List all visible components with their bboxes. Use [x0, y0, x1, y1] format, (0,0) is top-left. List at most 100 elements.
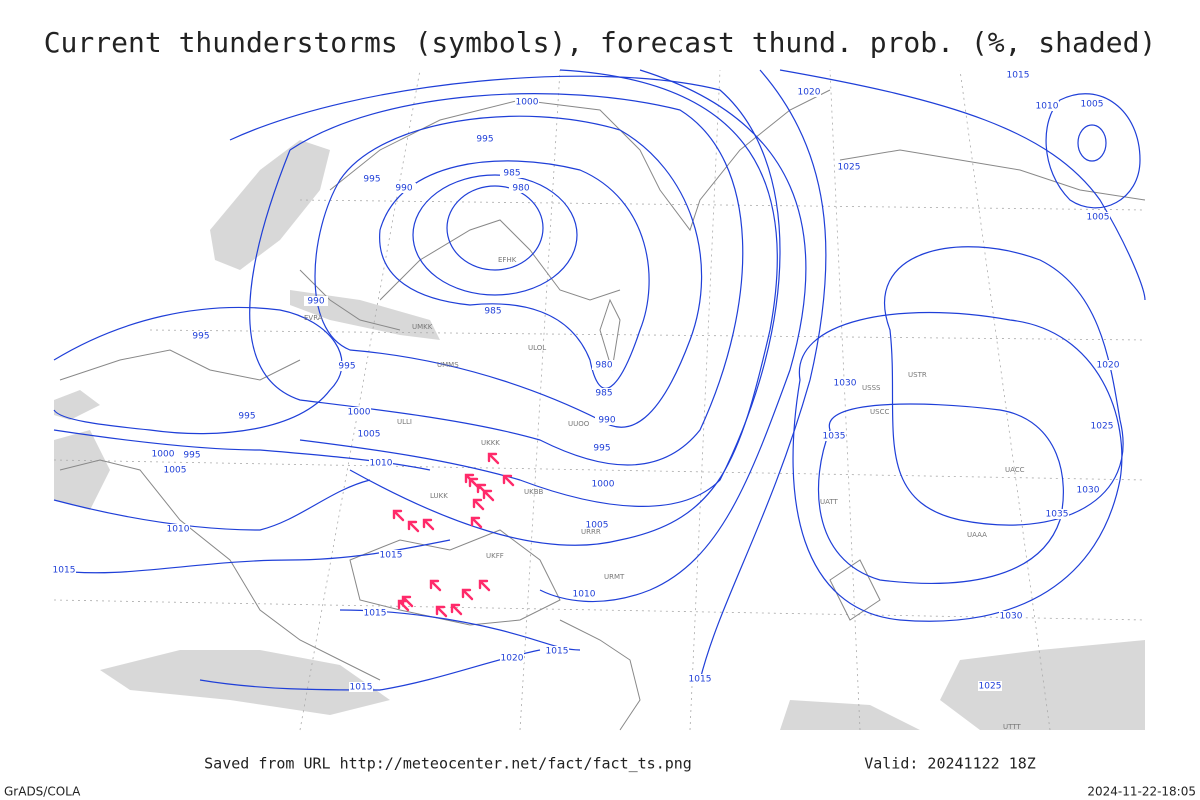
- thunderstorm-symbol: [450, 603, 463, 616]
- thunderstorm-symbol: [429, 579, 442, 592]
- station-label: UAAA: [967, 531, 987, 539]
- isobar-label-bg: [833, 378, 857, 388]
- isobar-label-bg: [180, 450, 204, 460]
- isobar-label-bg: [1076, 485, 1100, 495]
- isobar-label-bg: [688, 674, 712, 684]
- title: Current thunderstorms (symbols), forecas…: [44, 26, 1157, 59]
- isobar-label: 1025: [1091, 422, 1114, 432]
- isobar-label-bg: [1035, 101, 1059, 111]
- thunderstorm-symbol: [470, 516, 483, 529]
- isobar-label: 980: [595, 361, 612, 371]
- isobar-label: 1020: [1097, 361, 1120, 371]
- isobar-label: 990: [307, 297, 324, 307]
- isobar-label-bg: [837, 162, 861, 172]
- isobar-label: 985: [484, 307, 501, 317]
- isobar-label-bg: [592, 388, 616, 398]
- isobar-label: 1005: [586, 521, 609, 531]
- isobar-label: 995: [363, 175, 380, 185]
- isobar-label: 990: [598, 416, 615, 426]
- thunderstorm-symbol: [478, 579, 491, 592]
- isobar-label: 995: [476, 135, 493, 145]
- thunderstorm-symbol: [422, 518, 435, 531]
- station-label: UACC: [1005, 466, 1025, 474]
- isobar-label: 1025: [979, 682, 1002, 692]
- station-label: USCC: [870, 408, 889, 416]
- isobar-label-bg: [797, 87, 821, 97]
- isobar-label-bg: [379, 550, 403, 560]
- isobar-label: 1015: [53, 566, 76, 576]
- thunderstorm-symbol: [487, 452, 500, 465]
- isobar-label: 995: [338, 362, 355, 372]
- isobar-label-bg: [1006, 70, 1030, 80]
- thunderstorm-symbol: [397, 599, 410, 612]
- isobar-label: 1030: [1077, 486, 1100, 496]
- isobar-label-bg: [1045, 509, 1069, 519]
- station-label: UKKK: [481, 439, 500, 447]
- station-label: UMKK: [412, 323, 433, 331]
- isobar-label-bg: [335, 361, 359, 371]
- station-label: URRR: [581, 528, 601, 536]
- isobar-label: 1015: [350, 683, 373, 693]
- isobar-label-bg: [189, 331, 213, 341]
- isobar-label-bg: [360, 174, 384, 184]
- isobar-label: 1020: [501, 654, 524, 664]
- isobar-label-bg: [500, 168, 524, 178]
- valid-time: Valid: 20241122 18Z: [864, 755, 1036, 773]
- isobar-label: 1005: [358, 430, 381, 440]
- thunderstorm-symbol: [482, 489, 495, 502]
- isobar-label-bg: [822, 431, 846, 441]
- lat-lon-grid: [53, 69, 1146, 731]
- station-label: ULOL: [528, 344, 546, 352]
- station-label: UUOO: [568, 420, 590, 428]
- isobar-label-bg: [1090, 421, 1114, 431]
- isobar-label: 1000: [516, 98, 539, 108]
- isobar-label-bg: [473, 134, 497, 144]
- isobar-label-bg: [572, 589, 596, 599]
- isobar-label-bg: [304, 296, 328, 306]
- isobar-label-bg: [592, 360, 616, 370]
- map-frame: [53, 69, 1146, 731]
- isobar-label-bg: [1080, 99, 1104, 109]
- isobar-label-bg: [151, 449, 175, 459]
- isobar-label-bg: [515, 97, 539, 107]
- isobar-label: 980: [512, 184, 529, 194]
- isobar-label: 1000: [348, 408, 371, 418]
- thunderstorm-symbol: [392, 509, 405, 522]
- isobar-label-bg: [585, 520, 609, 530]
- isobar-label-bg: [235, 411, 259, 421]
- station-label: URMT: [604, 573, 625, 581]
- station-label: UATT: [820, 498, 839, 506]
- isobar-label-bg: [595, 415, 619, 425]
- thunderstorm-symbol: [435, 605, 448, 618]
- isobar-label: 1015: [689, 675, 712, 685]
- source-url: Saved from URL http://meteocenter.net/fa…: [204, 755, 692, 773]
- timestamp: 2024-11-22-18:05: [1087, 785, 1196, 799]
- isobar-label: 995: [238, 412, 255, 422]
- isobar-label: 1020: [798, 88, 821, 98]
- isobar-label-bg: [369, 458, 393, 468]
- credit: GrADS/COLA: [4, 785, 81, 799]
- isobar-label-bg: [999, 611, 1023, 621]
- isobar-label: 995: [183, 451, 200, 461]
- isobar-label: 1015: [546, 647, 569, 657]
- isobar-label-bg: [591, 479, 615, 489]
- isobar-label: 995: [593, 444, 610, 454]
- station-label: UKBB: [524, 488, 544, 496]
- isobar-label: 1000: [152, 450, 175, 460]
- isobar-label: 1010: [167, 525, 190, 535]
- station-label: USTR: [908, 371, 927, 379]
- map-labels: 1000 995 995 990 985 980 1020 1015 1010 1005 1025 1…: [52, 70, 1120, 731]
- thunderstorm-symbol: [502, 474, 515, 487]
- isobar-label: 985: [595, 389, 612, 399]
- isobar-label: 1030: [1000, 612, 1023, 622]
- thunderstorm-symbols: [392, 452, 515, 618]
- isobar-label: 1010: [573, 590, 596, 600]
- isobar-label: 1005: [1081, 100, 1104, 110]
- station-label: ULLI: [397, 418, 412, 426]
- station-label: UKFF: [486, 552, 504, 560]
- station-label: UTTT: [1003, 723, 1021, 731]
- isobar-label-bg: [357, 429, 381, 439]
- isobar-label: 1000: [592, 480, 615, 490]
